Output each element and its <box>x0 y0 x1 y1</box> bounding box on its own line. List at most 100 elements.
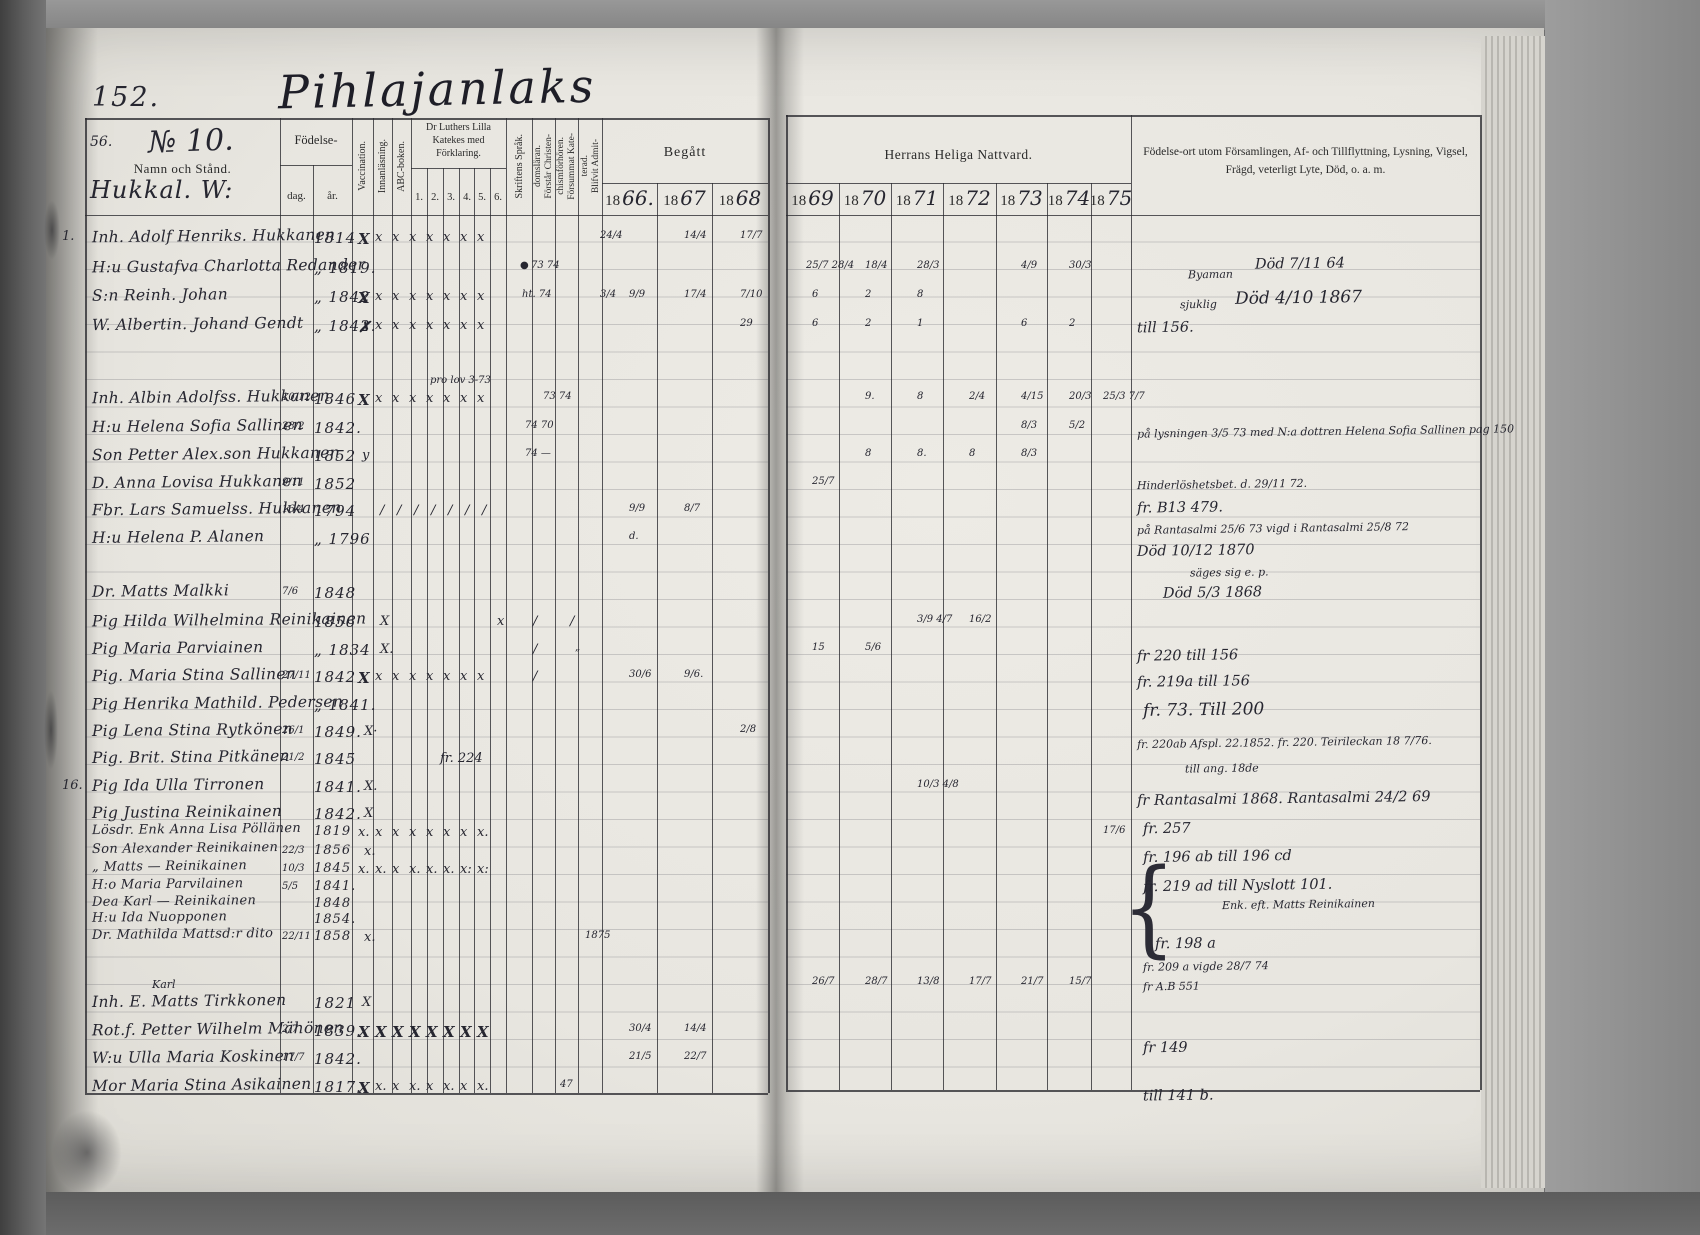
year-cell: 18 75 <box>1090 186 1132 215</box>
birth-day: 21/2 <box>282 752 305 763</box>
register-mark: 25/7 28/4 <box>806 260 855 271</box>
register-mark: 9/6. <box>684 669 704 680</box>
check-mark: x. <box>443 862 455 877</box>
register-mark: pro lov 3-73 <box>430 375 491 386</box>
catechism-col-number: 5. <box>478 192 486 203</box>
register-mark: 6 <box>1021 318 1028 329</box>
check-mark: X <box>460 1023 472 1041</box>
column-header-catechism: Dr Luthers Lilla Katekes med Förklaring. <box>426 122 491 159</box>
birth-day: 2/7 <box>282 1024 299 1035</box>
register-mark: 2 <box>865 318 872 329</box>
table-line <box>313 165 314 1093</box>
check-mark: x <box>409 289 417 304</box>
catechism-col-number: 4. <box>463 192 471 203</box>
check-mark: x <box>392 1079 400 1094</box>
year-handwritten: 69 <box>808 186 834 210</box>
register-mark: 21/7 <box>1021 976 1044 987</box>
year-cell: 18 67 <box>657 186 712 215</box>
column-header-birth-year: år. <box>327 190 338 202</box>
book-page-edges <box>1481 36 1545 1188</box>
person-name: S:n Reinh. Johan <box>91 285 229 305</box>
table-line <box>786 115 788 1090</box>
margin-note: fr. 196 ab till 196 cd <box>1142 847 1292 867</box>
register-mark: 8/3 <box>1021 448 1038 459</box>
scanner-background-top <box>0 0 1700 30</box>
register-mark: 9/9 <box>629 289 646 300</box>
register-mark: / <box>533 614 538 629</box>
check-mark: x. <box>358 862 370 877</box>
column-header-skriftens: Skriftens Språk. <box>506 120 532 212</box>
margin-note: fr. 209 a vigde 28/7 74 <box>1142 959 1269 974</box>
birth-year: „ 1796 <box>314 530 371 548</box>
check-mark: / <box>380 503 385 518</box>
person-name: Pig. Maria Stina Sallinen <box>91 664 297 686</box>
book-paper <box>46 28 1544 1192</box>
check-mark: x: <box>460 862 472 877</box>
year-handwritten: 71 <box>912 186 939 210</box>
register-mark: 73 74 <box>543 391 572 402</box>
register-mark: ht. 74 <box>522 289 552 300</box>
register-mark: 1875 <box>585 930 611 941</box>
register-mark: / <box>533 642 538 657</box>
birth-year: 1856 <box>314 613 357 631</box>
register-mark: X <box>380 614 390 629</box>
table-line <box>602 118 604 1093</box>
margin-note: fr 149 <box>1142 1039 1188 1057</box>
register-mark: 15/7 <box>1069 976 1092 987</box>
birth-day: 28/2 <box>282 421 305 432</box>
birth-day: 16/4 <box>282 504 305 515</box>
person-name: Inh. E. Matts Tirkkonen <box>91 990 287 1012</box>
birth-year: 1852 <box>314 475 357 493</box>
check-mark: x. <box>477 1079 489 1094</box>
margin-note: fr. B13 479. <box>1136 499 1224 517</box>
table-line <box>768 118 770 1093</box>
birth-day: 7/6 <box>282 586 299 597</box>
column-header-label: domsläran. <box>533 145 543 187</box>
table-line <box>996 183 997 1090</box>
check-mark: x <box>426 825 434 840</box>
register-mark: y <box>362 448 370 463</box>
margin-note: Hinderlöshetsbet. d. 29/11 72. <box>1136 476 1308 493</box>
birth-day: 22/11 <box>282 931 311 942</box>
check-mark: / <box>465 503 470 518</box>
check-mark: x. <box>443 1079 455 1094</box>
table-line <box>85 1093 768 1095</box>
table-line <box>506 118 508 1093</box>
birth-year: 1841. <box>314 778 362 796</box>
birth-year: 1846 <box>314 390 357 408</box>
year-printed: 18 <box>791 193 807 209</box>
check-mark: x <box>426 1079 434 1094</box>
register-mark: X <box>362 995 372 1010</box>
check-mark: X <box>358 391 370 409</box>
year-handwritten: 66. <box>622 186 654 210</box>
birth-day: 10/3 <box>282 863 305 874</box>
register-mark: 22/7 <box>684 1051 707 1062</box>
person-name: Inh. Adolf Henriks. Hukkanen <box>91 225 336 247</box>
check-mark: x <box>460 391 468 406</box>
register-mark: 5/2 <box>1069 420 1086 431</box>
column-header-label: ABC-boken. <box>396 140 407 192</box>
margin-note: Död 7/11 64 <box>1254 255 1345 273</box>
register-mark: 74 — <box>525 448 551 459</box>
ruled-lines-right-page <box>786 215 1480 1090</box>
table-line <box>280 165 352 166</box>
check-mark: X <box>358 669 370 687</box>
check-mark: x <box>375 669 383 684</box>
column-header-label: terad. <box>579 155 590 177</box>
check-mark: x. <box>426 862 438 877</box>
year-cell: 18 70 <box>839 186 891 215</box>
check-mark: x. <box>477 825 489 840</box>
register-mark: 8 <box>917 391 924 402</box>
register-mark: 10/3 4/8 <box>917 779 959 790</box>
check-mark: x <box>477 391 485 406</box>
scanner-background-left <box>0 0 46 1235</box>
birth-year: „ 1842 <box>314 288 371 306</box>
person-name: Dea Karl — Reinikainen <box>91 893 257 910</box>
table-line <box>891 183 892 1090</box>
margin-note: till 141 b. <box>1142 1087 1214 1105</box>
check-mark: x <box>477 318 485 333</box>
birth-day: 17/7 <box>282 1052 305 1063</box>
check-mark: X <box>358 230 370 248</box>
check-mark: X <box>358 1023 370 1041</box>
margin-note: sjuklig <box>1179 297 1217 312</box>
